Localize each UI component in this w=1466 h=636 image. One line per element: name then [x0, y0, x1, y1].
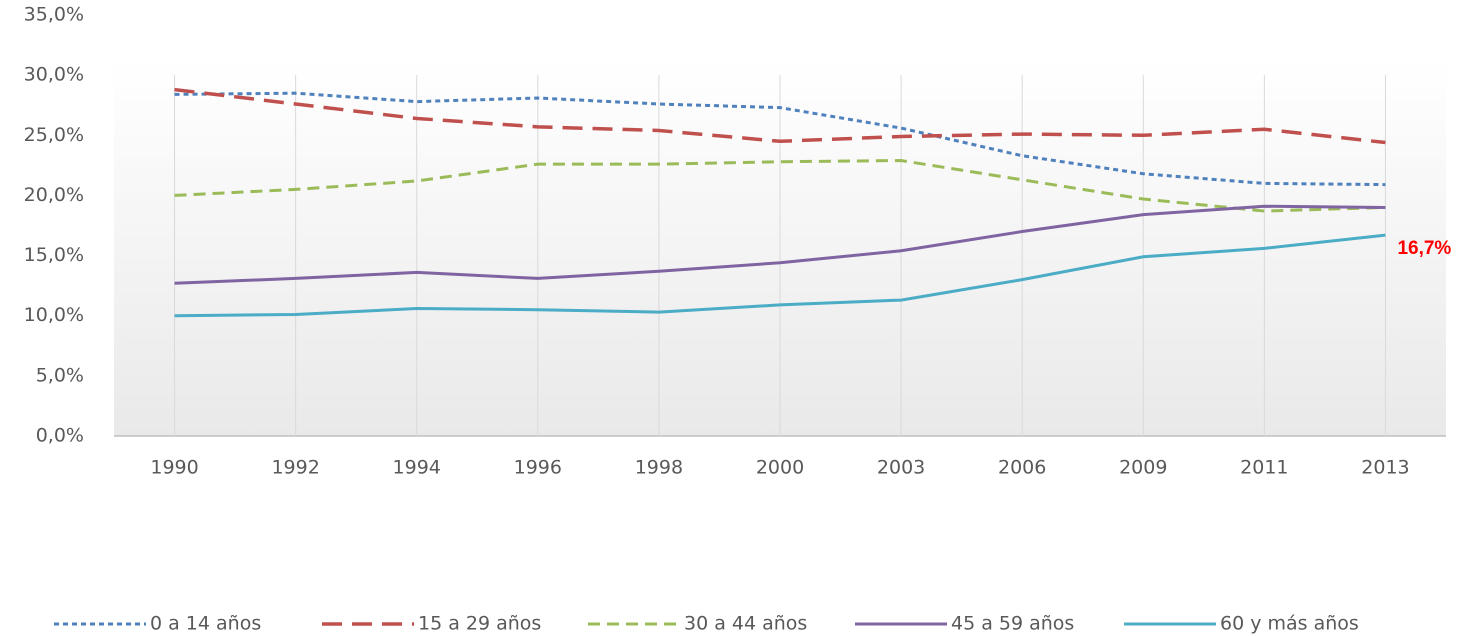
series-line: [174, 233, 1386, 318]
legend-label: 45 a 59 años: [951, 613, 1074, 635]
y-tick-label: 20,0%: [24, 184, 84, 206]
legend-label: 15 a 29 años: [418, 613, 541, 635]
legend-label: 60 y más años: [1220, 613, 1359, 635]
series-line: [174, 87, 1386, 145]
y-tick-label: 30,0%: [24, 64, 84, 86]
x-tick-label: 1992: [271, 457, 319, 479]
annotation: 16,7%: [1397, 238, 1451, 259]
x-tick-label: 2000: [756, 457, 804, 479]
x-tick-label: 2009: [1119, 457, 1167, 479]
legend-label: 30 a 44 años: [684, 613, 807, 635]
legend-label: 0 a 14 años: [150, 613, 261, 635]
y-tick-label: 35,0%: [24, 4, 84, 26]
x-tick-label: 2011: [1240, 457, 1288, 479]
series-line: [174, 204, 1386, 285]
y-tick-label: 15,0%: [24, 244, 84, 266]
x-tick-label: 1996: [514, 457, 562, 479]
x-tick-label: 1990: [150, 457, 198, 479]
x-tick-label: 2006: [998, 457, 1046, 479]
x-tick-label: 2003: [877, 457, 925, 479]
x-tick-label: 1998: [635, 457, 683, 479]
y-tick-label: 0,0%: [36, 425, 84, 447]
x-tick-label: 1994: [393, 457, 441, 479]
y-tick-label: 25,0%: [24, 124, 84, 146]
y-tick-label: 5,0%: [36, 364, 84, 386]
series-line: [174, 159, 1386, 213]
x-tick-label: 2013: [1361, 457, 1409, 479]
y-tick-label: 10,0%: [24, 304, 84, 326]
series-line: [174, 91, 1386, 187]
